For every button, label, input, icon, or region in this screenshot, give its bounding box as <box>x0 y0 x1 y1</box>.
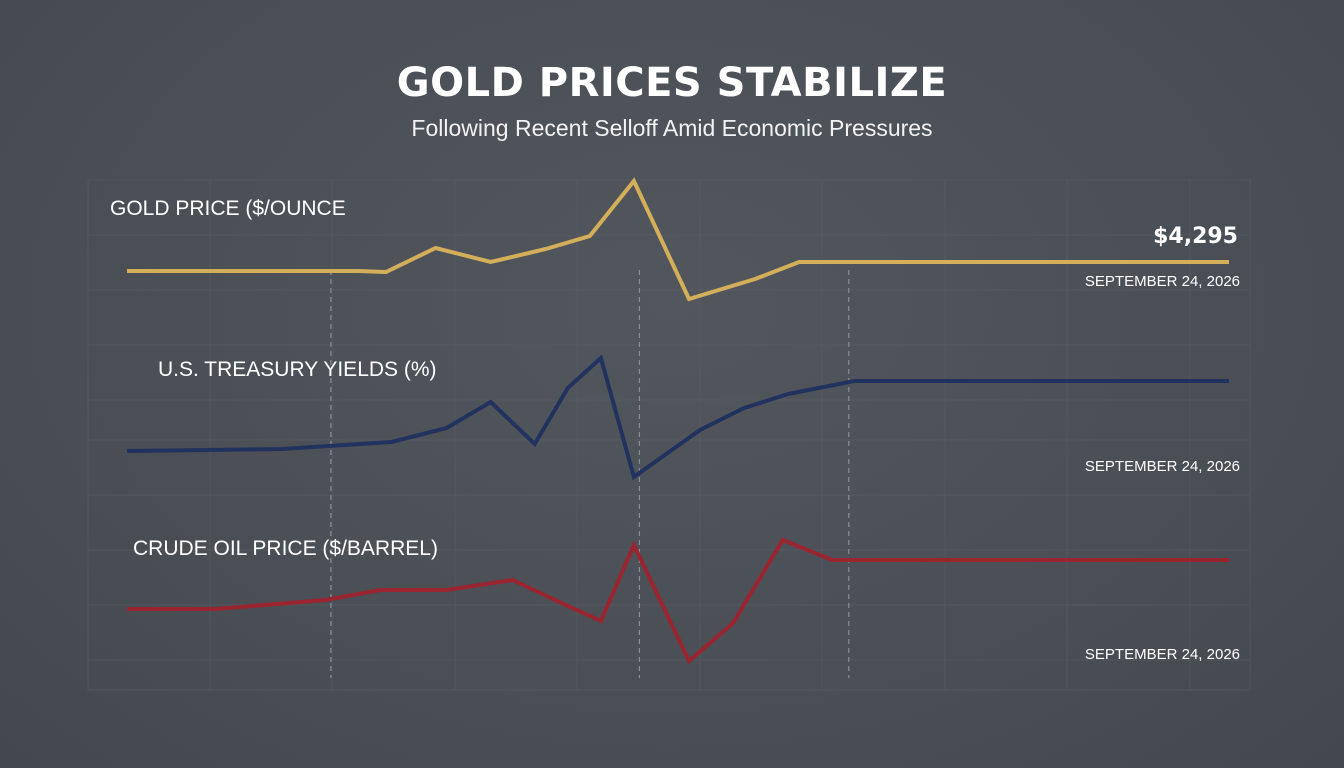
oil-series-line <box>127 537 1229 665</box>
gold-series-line <box>127 177 1229 302</box>
treasury-series-label: U.S. TREASURY YIELDS (%) <box>158 358 437 381</box>
oil-series-label: CRUDE OIL PRICE ($/BARREL) <box>133 537 438 560</box>
treasury-series-line <box>126 354 1229 481</box>
chart-subtitle: Following Recent Selloff Amid Economic P… <box>411 115 933 141</box>
gold-current-value: $4,295 <box>1153 224 1238 249</box>
treasury-date-label: SEPTEMBER 24, 2026 <box>1084 458 1240 475</box>
oil-date-label: SEPTEMBER 24, 2026 <box>1084 646 1240 663</box>
gold-date-label: SEPTEMBER 24, 2026 <box>1084 273 1240 290</box>
gold-series-label: GOLD PRICE ($/OUNCE <box>110 197 346 220</box>
chart-title: GOLD PRICES STABILIZE <box>396 60 948 106</box>
